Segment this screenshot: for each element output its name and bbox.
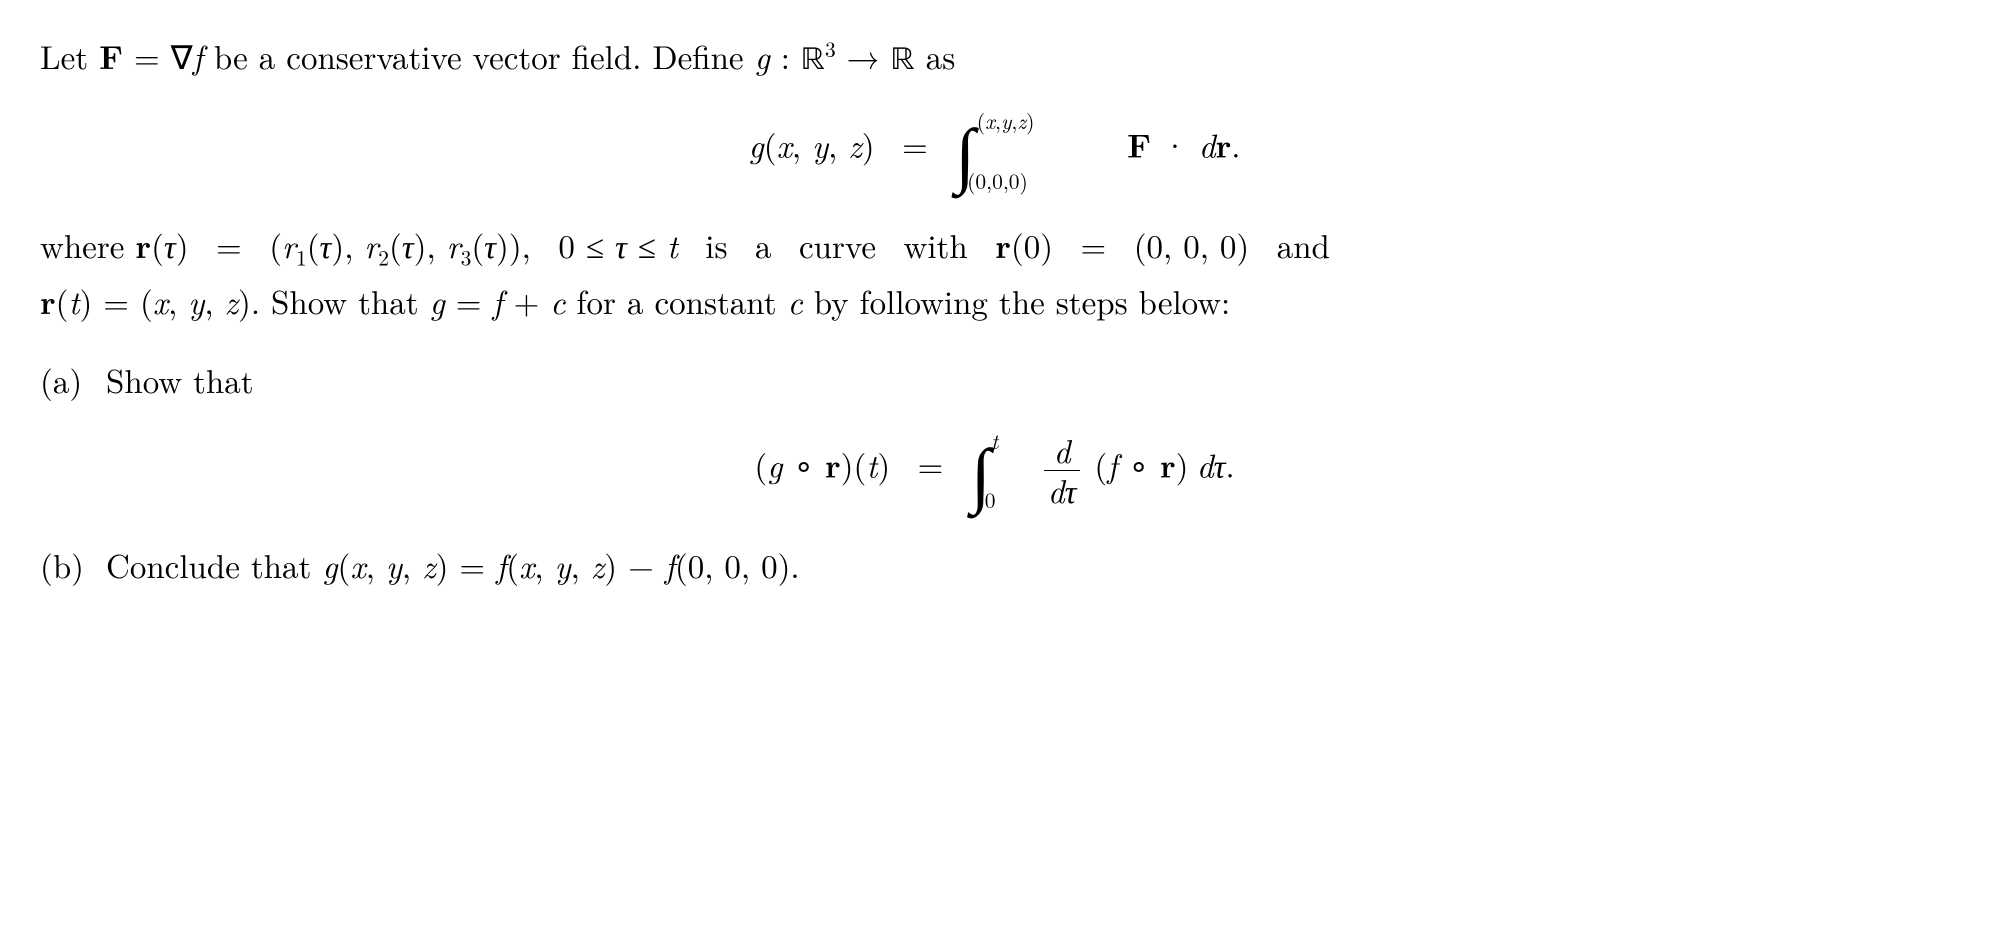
int-upper-limit: (x,y,z) <box>977 111 1035 132</box>
math-inline: r(τ) = (r1(τ), r2(τ), r3(τ)) <box>135 221 521 268</box>
part-b: (b) Conclude that g(x, y, z) = f(x, y, z… <box>40 539 1949 590</box>
fraction-d-dtau: d dτ <box>1044 433 1081 507</box>
text: as <box>926 32 956 79</box>
text: where <box>40 221 135 268</box>
math-inline: g : ℝ3 → ℝ <box>755 32 926 79</box>
int-lower-limit: (0,0,0) <box>967 171 1028 192</box>
intro-paragraph: Let F = ∇f be a conservative vector fiel… <box>40 30 1949 86</box>
int-lower-limit: 0 <box>985 490 996 511</box>
display-eq-g-definition: g(x, y, z) = ∫ (x,y,z) (0,0,0) F · dr. <box>40 114 1949 187</box>
part-label: (a) <box>40 354 95 405</box>
text: Let <box>40 32 99 79</box>
part-label: (b) <box>40 539 95 590</box>
math-inline: F = ∇f <box>99 32 214 79</box>
where-paragraph: where r(τ) = (r1(τ), r2(τ), r3(τ)), 0 ≤ … <box>40 219 1949 326</box>
part-a: (a) Show that <box>40 354 1949 405</box>
text: be a conservative vector field. Define <box>214 32 755 79</box>
math-inline: g(x, y, z) = f(x, y, z) − f(0, 0, 0). <box>322 541 799 588</box>
math-inline: r(t) = (x, y, z) <box>40 277 251 324</box>
part-text: Conclude that <box>106 541 322 588</box>
math-inline: r(0) = (0, 0, 0) <box>995 221 1249 268</box>
display-eq-part-a: (g ∘ r)(t) = ∫ t 0 d dτ (f ∘ r)dτ. <box>40 433 1949 507</box>
part-text: Show that <box>106 356 254 403</box>
math-inline: g = f + c <box>430 277 566 324</box>
int-upper-limit: t <box>991 431 998 452</box>
